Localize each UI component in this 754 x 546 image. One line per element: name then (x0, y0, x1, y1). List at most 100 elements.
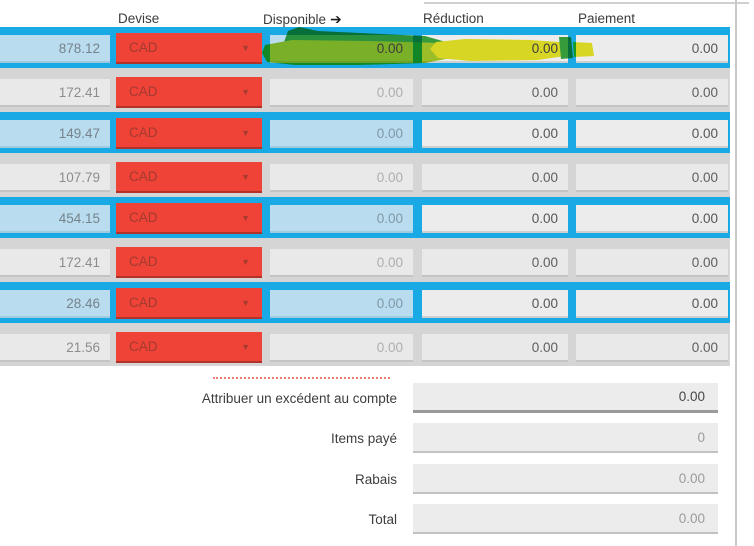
currency-dropdown[interactable]: CAD ▼ (116, 118, 262, 149)
paiement-field[interactable]: 0.00 (576, 290, 728, 318)
currency-dropdown-value: CAD (129, 125, 158, 140)
disponible-field: 0.00 (270, 79, 413, 107)
chevron-down-icon: ▼ (241, 341, 250, 352)
disponible-field-value: 0.00 (376, 295, 403, 311)
summary-field-items-paye: 0 (413, 423, 718, 453)
reduction-field[interactable]: 0.00 (422, 79, 568, 107)
reduction-field[interactable]: 0.00 (422, 164, 568, 192)
disponible-field-value: 0.00 (376, 125, 403, 141)
chevron-down-icon: ▼ (241, 297, 250, 308)
paiement-field-value: 0.00 (691, 254, 718, 270)
amount-field-value: 28.46 (66, 295, 100, 311)
spellcheck-squiggle (213, 377, 390, 379)
summary-label-rabais: Rabais (354, 471, 397, 487)
paiement-field-value: 0.00 (691, 169, 718, 185)
chevron-down-icon: ▼ (241, 256, 250, 267)
paiement-field[interactable]: 0.00 (576, 120, 728, 148)
column-header-reduction: Réduction (423, 11, 484, 26)
reduction-field-value: 0.00 (531, 125, 558, 141)
reduction-field-value: 0.00 (531, 254, 558, 270)
paiement-field[interactable]: 0.00 (576, 249, 728, 277)
summary-label-attribuer-excedent: Attribuer un excédent au compte (201, 390, 397, 406)
summary-value-items-paye: 0 (697, 429, 705, 445)
chevron-down-icon: ▼ (241, 86, 250, 97)
reduction-field[interactable]: 0.00 (422, 120, 568, 148)
chevron-down-icon: ▼ (241, 212, 250, 223)
currency-dropdown[interactable]: CAD ▼ (116, 203, 262, 234)
chevron-down-icon: ▼ (241, 127, 250, 138)
reduction-field-value: 0.00 (531, 84, 558, 100)
currency-dropdown-value: CAD (129, 210, 158, 225)
panel-right-border (735, 0, 737, 546)
column-header-devise: Devise (118, 11, 160, 26)
disponible-field: 0.00 (270, 249, 413, 277)
currency-dropdown-value: CAD (129, 40, 158, 55)
amount-field-value: 878.12 (58, 40, 100, 56)
paiement-field-value: 0.00 (691, 125, 718, 141)
reduction-field-value: 0.00 (531, 40, 558, 56)
paiement-field-value: 0.00 (691, 295, 718, 311)
disponible-field: 0.00 (270, 334, 413, 362)
currency-dropdown[interactable]: CAD ▼ (116, 247, 262, 278)
amount-field[interactable]: 28.46 (0, 290, 110, 318)
currency-dropdown-value: CAD (129, 84, 158, 99)
amount-field-value: 172.41 (58, 84, 100, 100)
paiement-field-value: 0.00 (691, 84, 718, 100)
disponible-field-value: 0.00 (376, 339, 403, 355)
reduction-field[interactable]: 0.00 (422, 290, 568, 318)
amount-field[interactable]: 454.15 (0, 205, 110, 233)
paiement-field[interactable]: 0.00 (576, 334, 728, 362)
reduction-field[interactable]: 0.00 (422, 334, 568, 362)
summary-field-attribuer-excedent[interactable]: 0.00 (413, 383, 718, 413)
summary-field-total: 0.00 (413, 504, 718, 534)
summary-label-items-paye: Items payé (330, 430, 397, 446)
summary-value-attribuer-excedent: 0.00 (678, 389, 705, 404)
paiement-field-value: 0.00 (691, 339, 718, 355)
amount-field[interactable]: 149.47 (0, 120, 110, 148)
amount-field-value: 107.79 (58, 169, 100, 185)
paiement-field[interactable]: 0.00 (576, 35, 728, 63)
disponible-field-value: 0.00 (376, 169, 403, 185)
reduction-field[interactable]: 0.00 (422, 205, 568, 233)
amount-field[interactable]: 21.56 (0, 334, 110, 362)
currency-dropdown-value: CAD (129, 254, 158, 269)
disponible-field-value: 0.00 (376, 254, 403, 270)
chevron-down-icon: ▼ (241, 42, 250, 53)
amount-field[interactable]: 878.12 (0, 35, 110, 63)
amount-field[interactable]: 172.41 (0, 79, 110, 107)
paiement-field[interactable]: 0.00 (576, 205, 728, 233)
amount-field[interactable]: 107.79 (0, 164, 110, 192)
amount-field-value: 172.41 (58, 254, 100, 270)
disponible-field-value: 0.00 (376, 84, 403, 100)
summary-value-total: 0.00 (678, 510, 705, 526)
disponible-field-value: 0.00 (376, 210, 403, 226)
currency-dropdown[interactable]: CAD ▼ (116, 332, 262, 363)
disponible-field: 0.00 (270, 164, 413, 192)
disponible-field: 0.00 (270, 290, 413, 318)
paiement-field[interactable]: 0.00 (576, 164, 728, 192)
paiement-field-value: 0.00 (691, 210, 718, 226)
reduction-field-value: 0.00 (531, 169, 558, 185)
currency-dropdown-value: CAD (129, 295, 158, 310)
disponible-field: 0.00 (270, 205, 413, 233)
reduction-field[interactable]: 0.00 (422, 35, 568, 63)
amount-field-value: 454.15 (58, 210, 100, 226)
summary-label-total: Total (368, 511, 397, 527)
paiement-field[interactable]: 0.00 (576, 79, 728, 107)
amount-field[interactable]: 172.41 (0, 249, 110, 277)
currency-dropdown-value: CAD (129, 169, 158, 184)
disponible-field-value: 0.00 (376, 40, 403, 56)
reduction-field-value: 0.00 (531, 210, 558, 226)
paiement-field-value: 0.00 (691, 40, 718, 56)
disponible-field: 0.00 (270, 35, 413, 63)
currency-dropdown[interactable]: CAD ▼ (116, 33, 262, 64)
currency-dropdown[interactable]: CAD ▼ (116, 162, 262, 193)
reduction-field[interactable]: 0.00 (422, 249, 568, 277)
currency-dropdown[interactable]: CAD ▼ (116, 288, 262, 319)
right-arrow-icon: ➔ (330, 11, 342, 27)
reduction-field-value: 0.00 (531, 339, 558, 355)
summary-value-rabais: 0.00 (678, 470, 705, 486)
currency-dropdown[interactable]: CAD ▼ (116, 77, 262, 108)
top-divider-line (424, 2, 749, 4)
